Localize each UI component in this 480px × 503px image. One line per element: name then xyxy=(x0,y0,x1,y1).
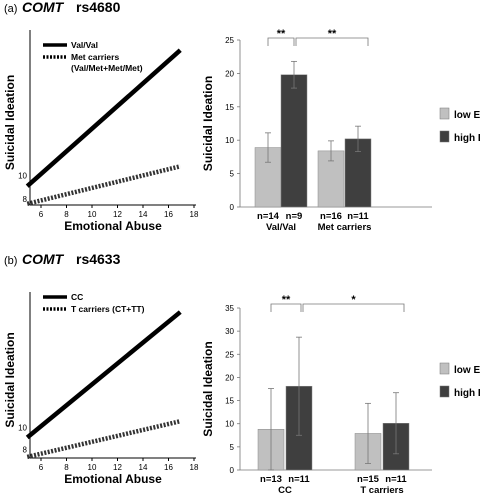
legend-swatch xyxy=(439,130,450,143)
sample-size-label: n=16 xyxy=(320,211,342,222)
significance-marker: ** xyxy=(328,28,337,40)
bar-high-ea xyxy=(344,138,372,208)
legend-label: high EA xyxy=(454,388,480,399)
x-axis-title: Emotional Abuse xyxy=(64,472,162,486)
legend-swatch xyxy=(439,362,450,375)
sample-size-label: n=15 xyxy=(357,474,380,485)
significance-bracket xyxy=(267,37,295,46)
x-tick-label: 18 xyxy=(190,210,199,219)
significance-bracket xyxy=(295,37,369,46)
x-tick-label: 10 xyxy=(88,463,97,472)
significance-bracket xyxy=(270,303,302,312)
y-axis-title: Suicidal Ideation xyxy=(3,332,17,427)
significance-marker: * xyxy=(351,294,356,306)
y-axis-title: Suicidal Ideation xyxy=(201,76,215,171)
y-tick-label: 8 xyxy=(23,195,28,204)
x-tick-label: 6 xyxy=(39,463,44,472)
bar-chart: 0 5 10 15 20 25 Suicidal Ideation n=14 n=9Val/Va… xyxy=(201,28,480,233)
legend-label: T carriers (CT+TT) xyxy=(71,304,145,314)
x-tick-label: 16 xyxy=(164,463,173,472)
legend-label: CC xyxy=(71,292,83,302)
y-tick-label: 15 xyxy=(225,397,234,406)
category-label: T carriers xyxy=(360,485,403,496)
sample-size-label: n=11 xyxy=(347,211,369,222)
sample-size-label: n=11 xyxy=(385,474,407,485)
legend-label: low EA xyxy=(454,110,480,121)
y-tick-label: 25 xyxy=(225,36,234,45)
y-tick-label: 0 xyxy=(230,466,235,475)
sample-size-label: n=14 xyxy=(257,211,280,222)
panel-label: (a) xyxy=(4,3,17,15)
significance-marker: ** xyxy=(277,28,286,40)
snp-id: rs4680 xyxy=(76,0,121,15)
series-line-solid xyxy=(25,310,182,440)
x-tick-label: 8 xyxy=(64,463,69,472)
y-tick-label: 30 xyxy=(225,327,234,336)
y-tick-label: 20 xyxy=(225,373,234,382)
y-tick-label: 35 xyxy=(225,304,234,313)
y-tick-label: 10 xyxy=(225,420,234,429)
x-tick-label: 12 xyxy=(113,463,122,472)
legend-swatch xyxy=(439,107,450,120)
category-label: Val/Val xyxy=(266,222,296,233)
y-tick-label: 20 xyxy=(225,69,234,78)
gene-name: COMT xyxy=(22,251,65,267)
series-line-dashed xyxy=(26,419,181,460)
legend-label: low EA xyxy=(454,365,480,376)
x-tick-label: 18 xyxy=(190,463,199,472)
legend-label: high EA xyxy=(454,133,480,144)
y-tick-label: 8 xyxy=(23,445,28,454)
x-tick-label: 16 xyxy=(164,210,173,219)
y-axis-title: Suicidal Ideation xyxy=(3,75,17,170)
series-line-dashed xyxy=(26,164,181,207)
y-tick-label: 25 xyxy=(225,350,234,359)
y-tick-label: 5 xyxy=(230,170,235,179)
y-tick-label: 0 xyxy=(230,203,235,212)
x-tick-label: 8 xyxy=(64,210,69,219)
sample-size-label: n=11 xyxy=(288,474,310,485)
series-line-solid xyxy=(25,48,182,188)
gene-name: COMT xyxy=(22,0,65,15)
category-label: Met carriers xyxy=(318,222,372,233)
x-tick-label: 14 xyxy=(139,463,148,472)
significance-bracket xyxy=(302,303,405,312)
x-tick-label: 6 xyxy=(39,210,44,219)
x-tick-label: 10 xyxy=(88,210,97,219)
panel-label: (b) xyxy=(4,255,17,267)
legend-label-line2: (Val/Met+Met/Met) xyxy=(71,63,143,73)
x-axis-title: Emotional Abuse xyxy=(64,219,162,233)
category-label: CC xyxy=(278,485,292,496)
y-tick-label: 10 xyxy=(18,172,27,181)
x-tick-label: 12 xyxy=(113,210,122,219)
y-tick-label: 15 xyxy=(225,103,234,112)
y-tick-label: 10 xyxy=(18,424,27,433)
significance-marker: ** xyxy=(282,294,291,306)
legend-swatch xyxy=(439,385,450,398)
sample-size-label: n=13 xyxy=(260,474,282,485)
snp-id: rs4633 xyxy=(76,251,121,267)
sample-size-label: n=9 xyxy=(286,211,303,222)
y-axis-title: Suicidal Ideation xyxy=(201,341,215,436)
y-tick-label: 10 xyxy=(225,136,234,145)
legend-label: Met carriers xyxy=(71,52,119,62)
y-tick-label: 5 xyxy=(230,443,235,452)
legend-label: Val/Val xyxy=(71,40,98,50)
x-tick-label: 14 xyxy=(139,210,148,219)
bar-high-ea xyxy=(280,74,308,208)
